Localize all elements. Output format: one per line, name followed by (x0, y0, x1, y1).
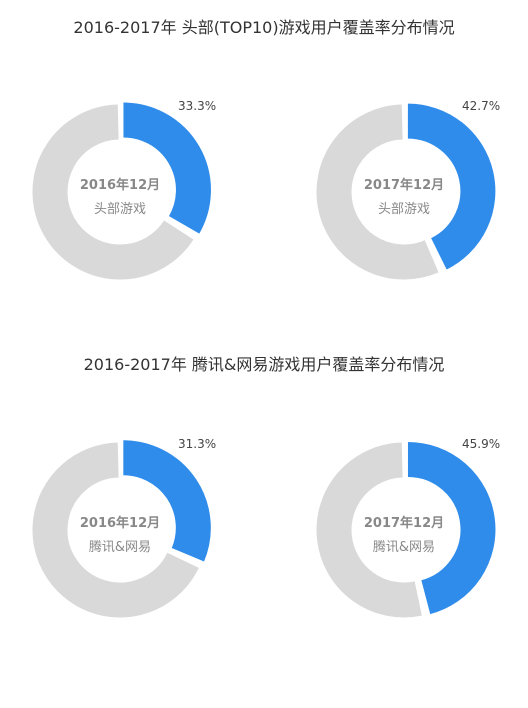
donut-svg (32, 102, 211, 280)
donut-chart-tencent-netease-2017: 45.9% 2017年12月 腾讯&网易 (284, 428, 528, 708)
value-label: 31.3% (178, 437, 217, 451)
value-label: 33.3% (178, 99, 217, 113)
donut-slice-value (407, 103, 496, 270)
center-year-label: 2017年12月 (363, 178, 445, 193)
donut-chart-head-2017: 42.7% 2017年12月 头部游戏 (284, 90, 528, 370)
chart-group-title-head-games: 2016-2017年 头部(TOP10)游戏用户覆盖率分布情况 (73, 18, 455, 37)
donut-chart-head-2016: 33.3% 2016年12月 头部游戏 (0, 90, 260, 370)
center-year-label: 2016年12月 (79, 516, 161, 531)
center-category-label: 腾讯&网易 (372, 540, 436, 555)
donut-slice-value (407, 441, 496, 615)
chart-group-title-tencent-netease: 2016-2017年 腾讯&网易游戏用户覆盖率分布情况 (83, 355, 445, 374)
donut-slice-value (122, 102, 211, 234)
donut-slice-value (122, 440, 211, 562)
center-year-label: 2017年12月 (363, 516, 445, 531)
donut-slice-rest (316, 442, 422, 618)
center-category-label: 头部游戏 (93, 202, 146, 217)
donut-svg (316, 441, 496, 618)
donut-svg (316, 103, 496, 280)
donut-chart-tencent-netease-2016: 31.3% 2016年12月 腾讯&网易 (0, 428, 260, 708)
donut-slice-rest (32, 442, 199, 618)
center-category-label: 腾讯&网易 (88, 540, 152, 555)
donut-slice-rest (316, 104, 439, 280)
value-label: 45.9% (462, 437, 501, 451)
value-label: 42.7% (462, 99, 501, 113)
donut-slice-rest (32, 104, 194, 280)
donut-svg (32, 440, 211, 618)
center-year-label: 2016年12月 (79, 178, 161, 193)
center-category-label: 头部游戏 (377, 202, 430, 217)
